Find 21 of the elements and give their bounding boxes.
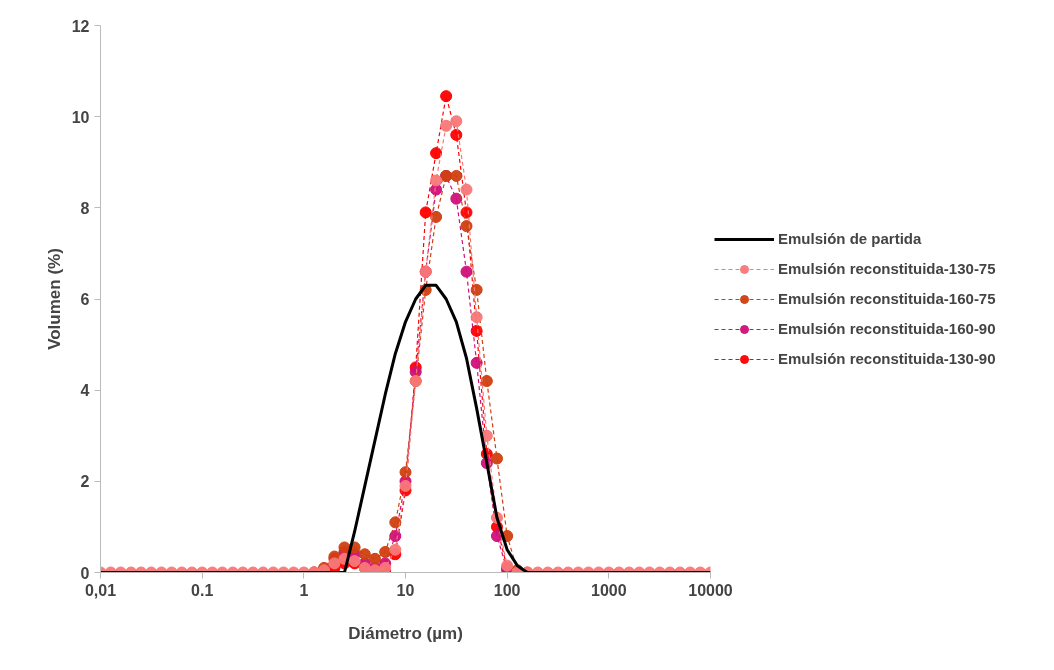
x-tick-label: 0.1: [191, 581, 214, 599]
y-tick-label: 6: [80, 291, 90, 308]
x-tick-label: 10: [396, 581, 415, 599]
y-tick-label: 10: [71, 108, 90, 126]
legend-label: Emulsión reconstituida-160-75: [778, 290, 996, 307]
y-tick-label: 12: [71, 17, 90, 35]
x-tick-label: 10000: [688, 581, 733, 599]
x-tick-label: 1: [299, 581, 309, 599]
x-axis-title: Diámetro (µm): [348, 623, 463, 643]
x-tick-label: 1000: [591, 581, 627, 599]
y-tick-label: 2: [80, 473, 90, 491]
y-tick-label: 0: [80, 564, 90, 582]
x-tick-label: 0,01: [84, 581, 117, 599]
legend-label: Emulsión de partida: [778, 230, 922, 247]
legend-label: Emulsión reconstituida-160-90: [778, 320, 996, 337]
y-tick-label: 8: [80, 199, 90, 217]
y-axis-title: Volumen (%): [44, 248, 64, 350]
legend-label: Emulsión reconstituida-130-75: [778, 260, 996, 277]
legend-label: Emulsión reconstituida-130-90: [778, 350, 996, 367]
x-tick-label: 100: [493, 581, 521, 599]
y-tick-label: 4: [80, 382, 90, 400]
